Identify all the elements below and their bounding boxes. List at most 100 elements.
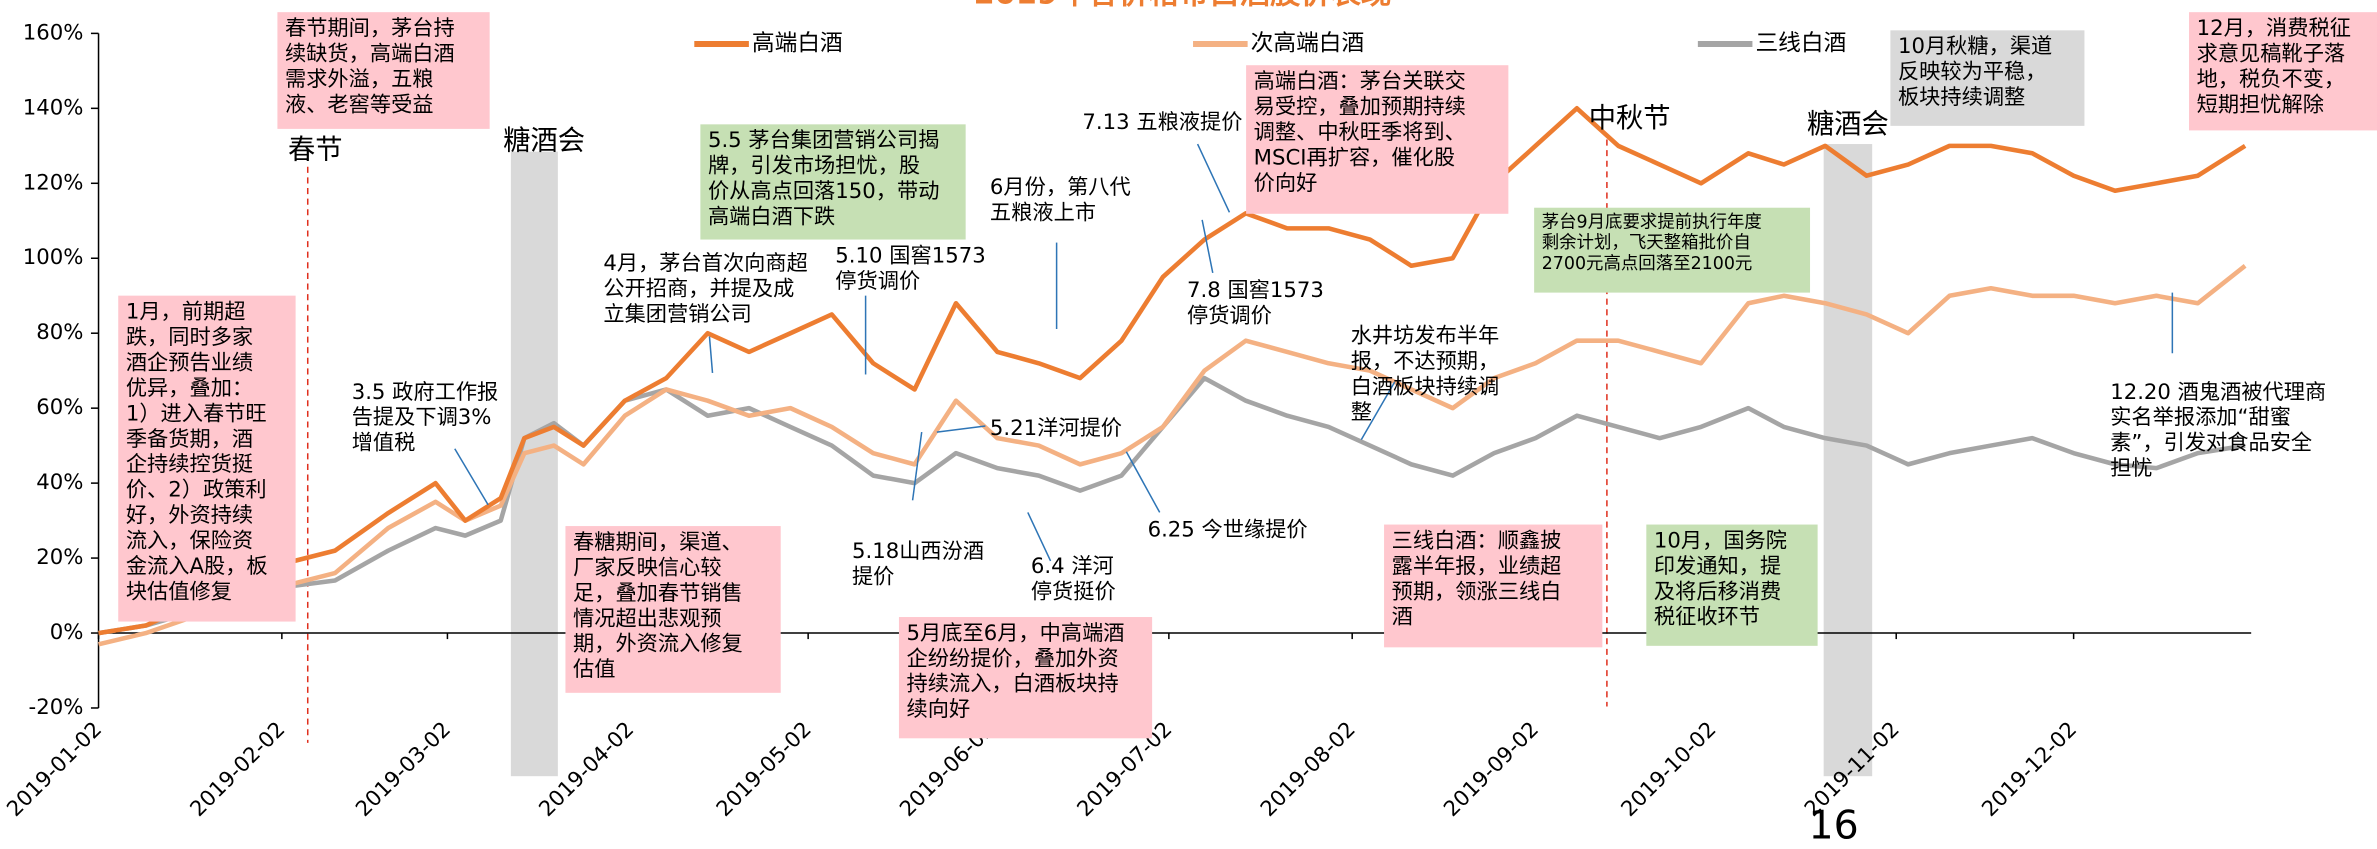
annotation-box [1890,30,2085,126]
annotation-text: 素”，引发对食品安全 [2110,431,2312,456]
annotation-text: 短期担忧解除 [2197,92,2324,117]
annotation-text: 跌，同时多家 [126,325,253,350]
annotation-text: 反映较为平稳， [1898,60,2047,85]
x-tick-label: 2019-01-02 [2,717,107,822]
annotation-text: 及将后移消费 [1654,579,1781,604]
annotation-text: 流入，保险资 [126,529,253,554]
annotation-text: 价从高点回落150，带动 [708,179,939,204]
x-tick-label: 2019-09-02 [1439,717,1544,822]
annotation-text: 企持续控货挺 [126,452,253,477]
annotation-box [118,295,296,622]
annotation-text: 预期，领涨三线白 [1392,579,1562,604]
leader-line [1027,512,1052,562]
annotation-text: 6月份，第八代 [990,175,1131,200]
y-tick-label: 40% [36,470,83,495]
annotation-text: 立集团营销公司 [603,302,752,327]
annotation-text: 情况超出悲观预 [573,606,722,631]
annotation-text: 1月，前期超 [126,299,246,324]
series-line [98,263,2247,647]
leader-line [911,431,923,501]
annotation-text: 担忧 [2110,456,2152,481]
annotation-box [1646,524,1818,646]
annotation-text: 价向好 [1254,171,1318,196]
annotation-text: 价、2）政策利 [126,478,267,503]
annotation-text: 续向好 [907,697,971,722]
annotation-text: 提价 [852,564,894,589]
x-tick-label: 2019-10-02 [1617,717,1722,822]
annotation-text: 增值税 [352,431,416,456]
annotation-text: 五粮液上市 [990,201,1096,226]
annotation-text: 续缺货，高端白酒 [285,41,455,66]
y-tick-label: 160% [23,20,84,45]
annotation-text: 易受控，叠加预期持续 [1254,94,1466,119]
page-number: 16 [1809,802,1859,848]
y-tick-label: 60% [36,395,83,420]
legend-label: 高端白酒 [752,30,843,56]
annotation-text: 印发通知，提 [1654,554,1781,579]
annotation-text: 需求外溢，五粮 [285,67,434,92]
y-tick-label: -20% [29,695,84,720]
annotation-text: MSCI再扩容，催化股 [1254,145,1455,170]
annotation-text: 5.5 茅台集团营销公司揭 [708,128,939,153]
annotation-text: 牌，引发市场担忧，股 [708,154,920,179]
annotation-text: 期，外资流入修复 [573,632,743,657]
annotation-text: 3.5 政府工作报 [352,380,499,405]
annotation-text: 7.13 五粮液提价 [1082,110,1242,135]
annotation-text: 求意见稿靴子落 [2197,41,2346,66]
annotation-box [565,526,781,693]
annotation-text: 液、老窖等受益 [285,92,434,117]
annotation-text: 整 [1351,400,1372,425]
annotation-text: 停货调价 [835,269,920,294]
series-line [98,106,2247,636]
annotation-text: 地，税负不变， [2197,67,2346,92]
x-tick-label: 2019-08-02 [1256,717,1361,822]
annotation-text: 告提及下调3% [352,405,492,430]
annotation-text: 报，不达预期， [1351,349,1500,374]
annotation-text: 板块持续调整 [1898,85,2025,110]
annotation-text: 公开招商，并提及成 [603,276,794,301]
leader-line [1125,451,1161,513]
annotation-text: 剩余计划，飞天整箱批价自 [1542,233,1751,253]
annotation-text: 酒企预告业绩 [126,350,253,375]
annotation-box [898,617,1153,739]
annotation-text: 三线白酒：顺鑫披 [1392,528,1562,553]
annotation-text: 停货调价 [1187,304,1272,329]
annotation-text: 5.10 国窖1573 [835,243,985,268]
annotation-text: 5.21洋河提价 [990,416,1122,441]
annotation-text: 块估值修复 [126,580,232,605]
annotation-text: 厂家反映信心较 [573,555,722,580]
annotation-text: 12.20 酒鬼酒被代理商 [2110,380,2326,405]
x-tick-label: 2019-02-02 [185,717,290,822]
annotation-text: 调整、中秋旺季将到、 [1254,120,1466,145]
leader-line [1196,143,1231,213]
annotation-text: 2700元高点回落至2100元 [1542,254,1753,274]
x-tick-label: 2019-05-02 [712,717,817,822]
annotation-box [1384,524,1603,648]
annotation-text: 实名举报添加“甜蜜 [2110,405,2291,430]
annotation-text: 10月，国务院 [1654,528,1787,553]
leader-line [1201,219,1214,274]
y-tick-label: 140% [23,95,84,120]
annotation-box [277,12,490,129]
annotation-text: 优异，叠加： [126,376,253,401]
event-label: 春节 [288,135,343,166]
annotation-text: 12月，消费税征 [2197,16,2351,41]
annotation-box [700,124,966,240]
annotation-text: 1）进入春节旺 [126,401,267,426]
event-label: 糖酒会 [503,126,585,157]
y-tick-label: 0% [50,620,84,645]
annotation-box [1246,65,1509,214]
event-band [1823,144,1873,777]
y-tick-label: 100% [23,245,84,270]
annotation-text: 酒 [1392,605,1413,630]
annotation-text: 7.8 国窖1573 [1187,278,1324,303]
annotation-text: 季备货期，酒 [126,427,253,452]
leader-line [708,336,714,374]
annotation-text: 企纷纷提价，叠加外资 [907,646,1119,671]
annotation-text: 露半年报，业绩超 [1392,554,1562,579]
annotation-text: 10月秋糖，渠道 [1898,34,2052,59]
annotation-text: 5.18山西汾酒 [852,539,984,564]
annotation-text: 5月底至6月，中高端酒 [907,621,1125,646]
annotation-text: 春糖期间，渠道、 [573,530,743,555]
